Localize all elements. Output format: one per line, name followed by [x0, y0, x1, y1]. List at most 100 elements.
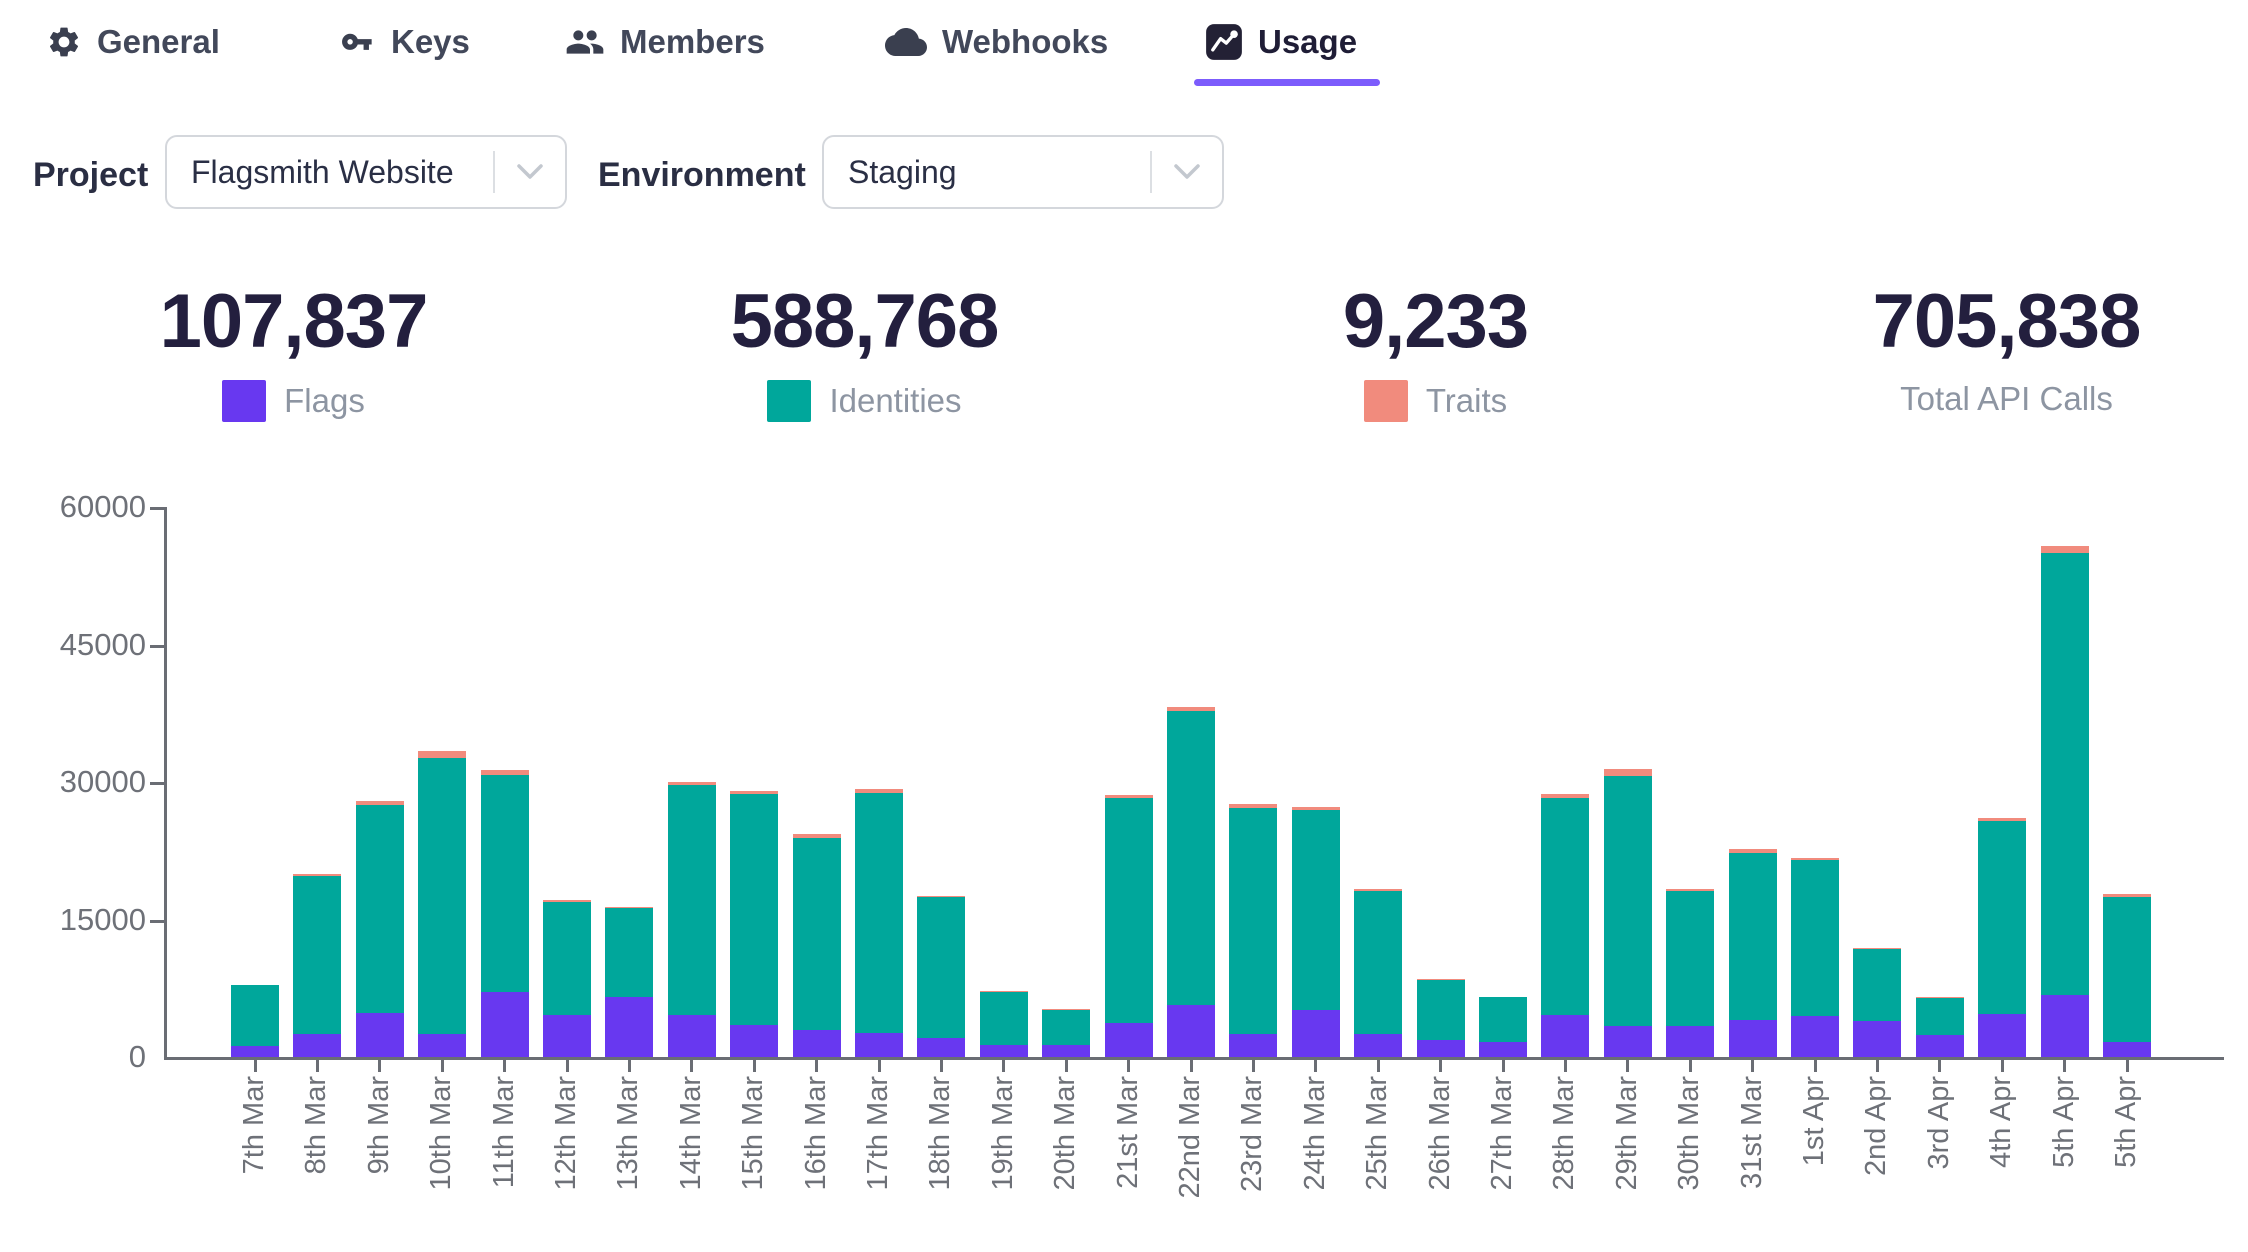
tab-usage[interactable]: Usage: [1205, 18, 1357, 66]
segment-traits: [1229, 804, 1278, 808]
segment-identities: [1978, 821, 2027, 1014]
segment-traits: [1479, 996, 1527, 998]
legend-swatch-traits: [1363, 379, 1408, 422]
bar-22nd-mar-15[interactable]: [1167, 706, 1215, 1057]
bar-21st-mar-14[interactable]: [1104, 794, 1153, 1057]
segment-traits: [418, 750, 467, 759]
bar-5th-apr-29[interactable]: [2040, 546, 2089, 1057]
bar-5th-apr-30[interactable]: [2103, 893, 2151, 1057]
segment-flags: [1104, 1023, 1153, 1057]
stat-value: 107,837: [159, 279, 429, 364]
chevron-down-icon[interactable]: [1152, 164, 1222, 180]
segment-identities: [1416, 979, 1465, 1040]
x-tick-mark: [1127, 1060, 1131, 1072]
x-axis-line: [164, 1057, 2224, 1060]
segment-traits: [730, 791, 779, 794]
segment-traits: [2040, 546, 2089, 553]
bar-19th-mar-12[interactable]: [979, 991, 1028, 1057]
x-tick-label: 15th Mar: [737, 1076, 770, 1191]
bar-4th-apr-28[interactable]: [1978, 817, 2027, 1057]
x-tick-mark: [1501, 1060, 1505, 1072]
tab-label: Keys: [391, 23, 470, 60]
segment-traits: [792, 834, 841, 838]
segment-traits: [667, 782, 716, 785]
tab-keys[interactable]: Keys: [338, 18, 470, 66]
x-tick-mark: [1439, 1060, 1443, 1072]
segment-flags: [1479, 1042, 1527, 1057]
x-tick-mark: [1251, 1060, 1255, 1072]
bar-17th-mar-10[interactable]: [855, 789, 903, 1057]
tab-label: Usage: [1258, 23, 1358, 60]
x-tick-label: 23rd Mar: [1236, 1076, 1269, 1193]
y-tick-label: 45000: [59, 626, 146, 662]
stat-value: 588,768: [730, 279, 1000, 364]
bar-3rd-apr-27[interactable]: [1915, 997, 1964, 1057]
bar-28th-mar-21[interactable]: [1541, 793, 1590, 1057]
bar-14th-mar-7[interactable]: [667, 782, 716, 1057]
project-select[interactable]: Flagsmith Website: [165, 135, 567, 209]
bar-10th-mar-3[interactable]: [418, 750, 467, 1057]
x-tick-label: 12th Mar: [550, 1076, 582, 1191]
bar-7th-mar-0[interactable]: [231, 984, 279, 1057]
bar-9th-mar-2[interactable]: [355, 801, 404, 1057]
bar-26th-mar-19[interactable]: [1416, 979, 1465, 1057]
bar-13th-mar-6[interactable]: [605, 906, 654, 1057]
segment-traits: [293, 873, 342, 877]
bar-15th-mar-8[interactable]: [730, 791, 779, 1057]
segment-flags: [355, 1012, 404, 1057]
active-tab-underline: [1194, 79, 1380, 86]
bar-16th-mar-9[interactable]: [792, 834, 841, 1057]
bar-31st-mar-24[interactable]: [1728, 848, 1777, 1057]
tab-webhooks[interactable]: Webhooks: [885, 18, 1108, 66]
project-select-value: Flagsmith Website: [191, 153, 454, 190]
segment-traits: [1416, 979, 1465, 980]
x-tick-mark: [440, 1060, 444, 1072]
tab-general[interactable]: General: [46, 18, 220, 66]
segment-identities: [1291, 809, 1340, 1011]
segment-traits: [543, 900, 591, 903]
x-tick-mark: [627, 1060, 631, 1072]
bar-8th-mar-1[interactable]: [293, 873, 342, 1057]
bar-30th-mar-23[interactable]: [1666, 889, 1715, 1057]
segment-flags: [1416, 1039, 1465, 1057]
x-tick-label: 3rd Apr: [1922, 1076, 1955, 1170]
tab-members[interactable]: Members: [565, 18, 765, 66]
project-label: Project: [33, 156, 149, 194]
segment-identities: [667, 784, 716, 1015]
x-tick-mark: [503, 1060, 507, 1072]
x-tick-label: 11th Mar: [487, 1076, 520, 1189]
bar-24th-mar-17[interactable]: [1291, 806, 1340, 1057]
x-tick-mark: [2063, 1060, 2067, 1072]
segment-identities: [418, 758, 467, 1035]
segment-flags: [1042, 1045, 1091, 1057]
tab-label: Webhooks: [942, 23, 1109, 60]
segment-traits: [1666, 889, 1715, 892]
bar-1st-apr-25[interactable]: [1791, 858, 1839, 1057]
bar-12th-mar-5[interactable]: [543, 900, 591, 1057]
segment-traits: [1728, 848, 1777, 853]
x-tick-mark: [1813, 1060, 1817, 1072]
stat-value: 9,233: [1342, 279, 1529, 364]
environment-select[interactable]: Staging: [822, 135, 1224, 209]
y-tick-label: 30000: [59, 764, 146, 799]
tab-label: Members: [620, 23, 765, 60]
segment-traits: [1791, 858, 1839, 860]
bar-18th-mar-11[interactable]: [917, 895, 966, 1057]
segment-identities: [1915, 998, 1964, 1035]
chevron-down-icon[interactable]: [495, 164, 565, 180]
bar-11th-mar-4[interactable]: [480, 770, 529, 1057]
bar-2nd-apr-26[interactable]: [1853, 947, 1902, 1057]
x-tick-mark: [1189, 1060, 1193, 1072]
bar-20th-mar-13[interactable]: [1042, 1009, 1091, 1057]
segment-flags: [1354, 1034, 1403, 1057]
tab-label: General: [97, 23, 220, 60]
bar-25th-mar-18[interactable]: [1354, 889, 1403, 1057]
stat-legend: Identities: [579, 379, 1150, 422]
segment-traits: [917, 895, 966, 898]
y-tick-label: 0: [128, 1039, 146, 1074]
x-tick-label: 9th Mar: [362, 1076, 395, 1175]
bar-29th-mar-22[interactable]: [1603, 769, 1652, 1057]
bar-27th-mar-20[interactable]: [1479, 996, 1527, 1058]
bar-23rd-mar-16[interactable]: [1229, 804, 1278, 1057]
